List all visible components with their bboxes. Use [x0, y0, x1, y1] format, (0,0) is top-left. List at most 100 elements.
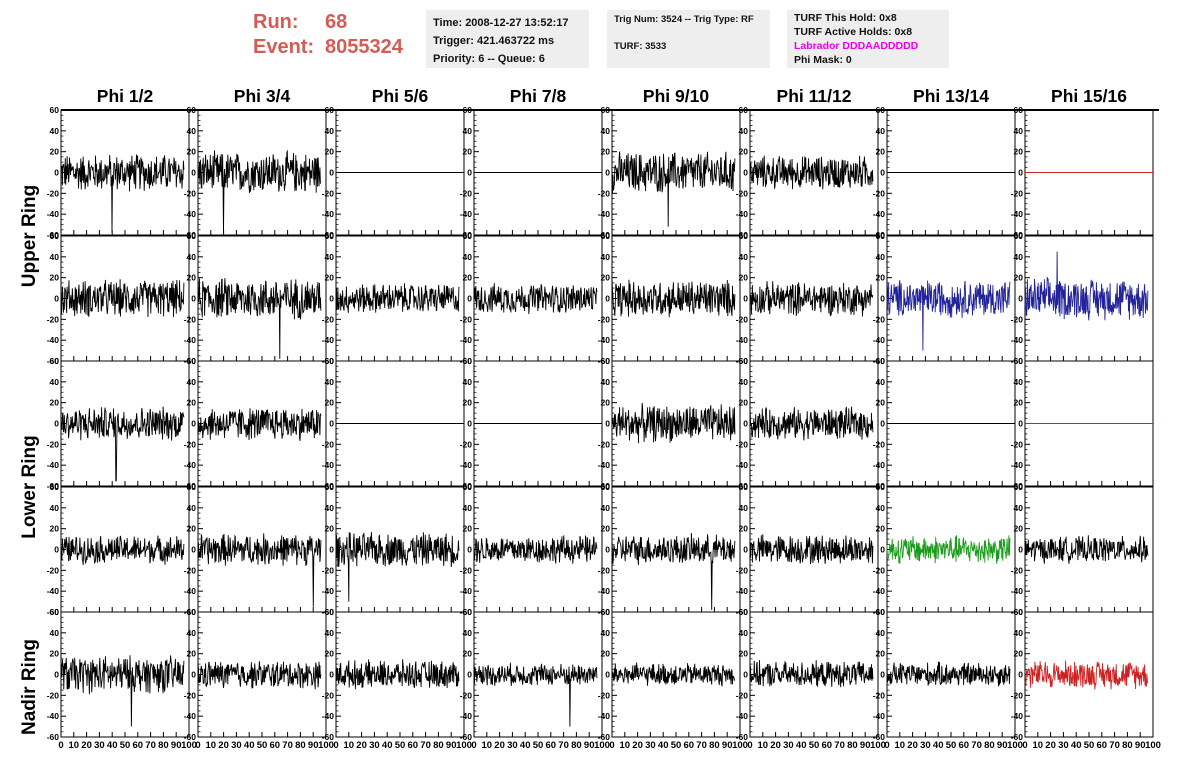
x-tick-label: 40: [658, 740, 669, 751]
y-tick-label: -20: [873, 565, 886, 575]
y-tick-label: 40: [325, 252, 335, 262]
x-tick-label: 40: [107, 740, 118, 751]
panel-r1-c4: -60 -40 -20 0 20 40 60: [460, 105, 603, 240]
y-tick-label: 0: [54, 670, 59, 680]
waveform-trace: [611, 402, 736, 444]
x-tick-label: 20: [907, 740, 918, 751]
x-tick-label: 50: [257, 740, 268, 751]
y-tick-label: -60: [322, 732, 335, 742]
event-value: 8055324: [325, 36, 403, 58]
x-tick-label: 50: [395, 740, 406, 751]
y-tick-label: 0: [743, 168, 748, 178]
y-tick-label: -40: [47, 335, 60, 345]
priority-line: Priority: 6 -- Queue: 6: [433, 53, 545, 65]
y-tick-label: 60: [50, 105, 60, 115]
y-tick-label: -20: [598, 439, 611, 449]
y-tick-label: -40: [460, 460, 473, 470]
y-tick-label: 0: [1018, 294, 1023, 304]
y-tick-label: -40: [322, 460, 335, 470]
y-tick-label: -20: [322, 690, 335, 700]
x-tick-label: 80: [984, 740, 995, 751]
y-tick-label: 40: [187, 126, 197, 136]
y-tick-label: -20: [736, 314, 749, 324]
y-tick-label: -40: [598, 460, 611, 470]
y-tick-label: 60: [463, 105, 473, 115]
y-tick-label: 0: [743, 670, 748, 680]
x-tick-label: 20: [1045, 740, 1056, 751]
x-tick-label: 70: [145, 740, 156, 751]
x-tick-label: 50: [1084, 740, 1095, 751]
waveform-trace: [60, 655, 185, 727]
y-tick-label: 0: [329, 419, 334, 429]
y-tick-label: 0: [191, 670, 196, 680]
y-tick-label: -20: [1011, 690, 1024, 700]
y-tick-label: -60: [184, 230, 197, 240]
trig-num-box: Trig Num: 3524 -- Trig Type: RF TURF: 35…: [607, 10, 770, 68]
x-tick-label: 100: [181, 740, 197, 751]
y-tick-label: 40: [325, 503, 335, 513]
y-tick-label: 20: [187, 398, 197, 408]
x-tick-label: 70: [558, 740, 569, 751]
y-tick-label: 20: [876, 273, 886, 283]
y-tick-label: -60: [873, 732, 886, 742]
y-tick-label: 40: [463, 252, 473, 262]
y-tick-label: -20: [184, 690, 197, 700]
y-tick-label: -20: [736, 690, 749, 700]
x-tick-label: 50: [120, 740, 131, 751]
column-header-3: Phi 5/6: [371, 86, 429, 106]
x-tick-label: 20: [632, 740, 643, 751]
y-tick-label: 20: [876, 524, 886, 534]
y-tick-label: -40: [598, 711, 611, 721]
y-tick-label: 40: [50, 628, 60, 638]
y-tick-label: -40: [322, 209, 335, 219]
x-tick-label: 100: [318, 740, 334, 751]
y-tick-label: -60: [47, 230, 60, 240]
x-tick-label: 30: [1058, 740, 1069, 751]
y-tick-label: 40: [601, 126, 611, 136]
y-tick-label: -40: [47, 460, 60, 470]
x-tick-label: 30: [369, 740, 380, 751]
y-tick-label: 20: [50, 524, 60, 534]
y-tick-label: -40: [322, 586, 335, 596]
y-tick-label: 60: [739, 231, 749, 241]
run-event-block: Run: 68 Event: 8055324: [253, 10, 403, 60]
panel-r1-c7: -60 -40 -20 0 20 40 60: [873, 105, 1016, 240]
time-line: Time: 2008-12-27 13:52:17: [433, 17, 569, 29]
waveform-trace: [611, 151, 736, 227]
y-tick-label: -40: [598, 335, 611, 345]
y-tick-label: -40: [873, 460, 886, 470]
y-tick-label: -60: [736, 732, 749, 742]
column-header-8: Phi 15/16: [1051, 86, 1127, 106]
x-tick-label: 40: [1071, 740, 1082, 751]
x-tick-label: 0: [58, 740, 63, 751]
x-tick-label: 20: [494, 740, 505, 751]
y-tick-label: -40: [184, 335, 197, 345]
y-tick-label: 20: [325, 273, 335, 283]
labrador-line: Labrador DDDAADDDDD: [794, 40, 919, 52]
y-tick-label: -60: [598, 481, 611, 491]
panel-r1-c1: -60 -40 -20 0 20 40 60: [47, 105, 190, 240]
y-tick-label: 40: [739, 628, 749, 638]
panel-r2-c7: -60 -40 -20 0 20 40 60: [873, 231, 1016, 366]
column-header-2: Phi 3/4: [233, 86, 291, 106]
panel-r3-c2: -60 -40 -20 0 20 40 60: [184, 356, 327, 491]
y-tick-label: -20: [322, 565, 335, 575]
x-tick-label: 0: [884, 740, 889, 751]
y-tick-label: -60: [598, 732, 611, 742]
y-tick-label: 0: [191, 419, 196, 429]
panel-r3-c5: -60 -40 -20 0 20 40 60: [598, 356, 741, 491]
y-tick-label: -20: [460, 188, 473, 198]
y-tick-label: -40: [460, 335, 473, 345]
x-tick-label: 90: [308, 740, 319, 751]
y-tick-label: 0: [467, 545, 472, 555]
y-tick-label: 60: [50, 482, 60, 492]
x-tick-label: 90: [722, 740, 733, 751]
y-tick-label: 20: [187, 147, 197, 157]
x-tick-label: 50: [671, 740, 682, 751]
y-tick-label: -20: [322, 439, 335, 449]
y-tick-label: 40: [739, 252, 749, 262]
trig-line: Trig Num: 3524 -- Trig Type: RF: [614, 14, 754, 25]
y-tick-label: 40: [463, 126, 473, 136]
y-tick-label: 0: [191, 168, 196, 178]
y-tick-label: 20: [739, 147, 749, 157]
